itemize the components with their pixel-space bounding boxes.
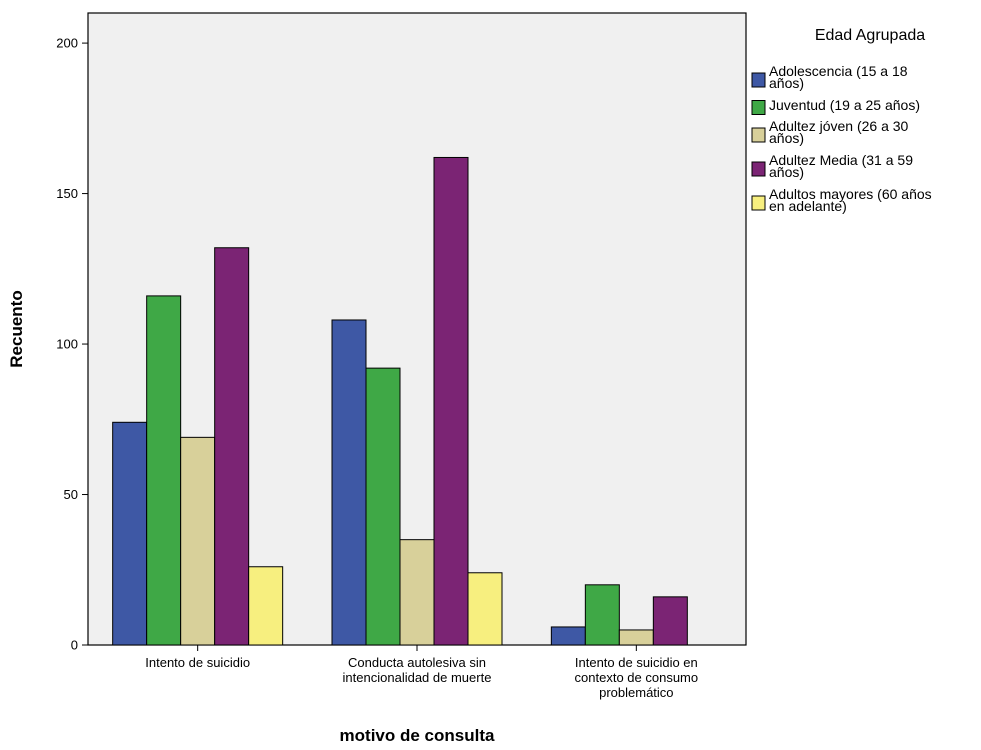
bar [365, 367, 401, 646]
x-tick-label: Intento de suicidio [145, 655, 250, 670]
legend-label: Adolescencia (15 a 18 años) [769, 63, 908, 91]
bar [180, 436, 216, 646]
bar [146, 295, 182, 646]
bar [248, 566, 284, 646]
bar [112, 421, 148, 646]
y-tick-label: 150 [56, 186, 78, 201]
bar [652, 596, 688, 646]
bar [550, 626, 586, 646]
bar [331, 319, 367, 646]
y-tick-label: 0 [71, 638, 78, 653]
y-axis-title: Recuento [7, 290, 26, 367]
bar [433, 156, 469, 646]
legend-swatch [751, 127, 766, 143]
legend-swatch [751, 100, 766, 115]
x-tick-label: Intento de suicidio en contexto de consum… [575, 655, 699, 700]
legend-label: Adultez Media (31 a 59 años) [769, 152, 913, 180]
bar [584, 584, 620, 646]
bar [399, 539, 435, 646]
y-tick-label: 100 [56, 337, 78, 352]
legend-swatch [751, 195, 766, 211]
bar [214, 247, 250, 646]
legend-label: Adultos mayores (60 años en adelante) [769, 186, 932, 214]
y-tick-label: 50 [64, 487, 78, 502]
legend-label: Juventud (19 a 25 años) [769, 97, 920, 113]
bar [467, 572, 503, 646]
y-tick-label: 200 [56, 36, 78, 51]
legend-swatch [751, 72, 766, 88]
legend-label: Adultez jóven (26 a 30 años) [769, 118, 909, 146]
bar [618, 629, 654, 646]
x-tick-label: Conducta autolesiva sin intencionalidad d… [343, 655, 492, 685]
legend-title: Edad Agrupada [815, 27, 925, 44]
legend-swatch [751, 161, 766, 177]
x-axis-title: motivo de consulta [340, 726, 495, 745]
